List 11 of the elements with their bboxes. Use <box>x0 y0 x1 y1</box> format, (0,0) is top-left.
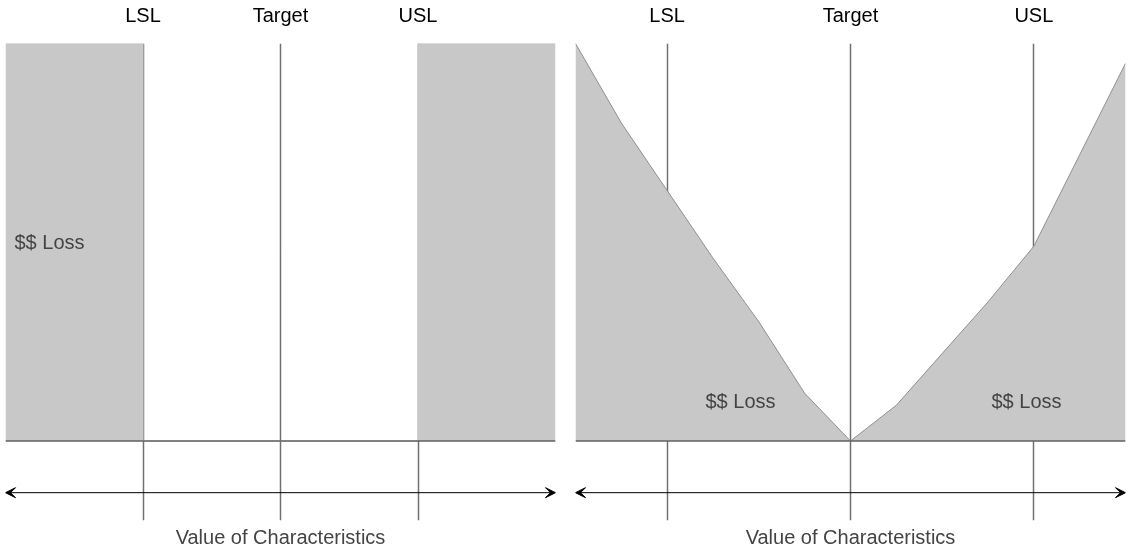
x-tick-label: USL <box>1014 3 1054 26</box>
x-tick-label: LSL <box>125 3 161 26</box>
annotation: $$ Loss <box>14 231 85 254</box>
x-tick-label: USL <box>398 3 438 26</box>
x-axis-title: Value of Characteristics <box>175 525 386 548</box>
x-tick-label: Target <box>252 3 309 26</box>
annotation: $$ Loss <box>705 390 776 413</box>
x-axis-title: Value of Characteristics <box>745 525 956 548</box>
annotation: $$ Loss <box>991 390 1062 413</box>
x-tick-label: Target <box>822 3 879 26</box>
x-tick-label: LSL <box>649 3 685 26</box>
